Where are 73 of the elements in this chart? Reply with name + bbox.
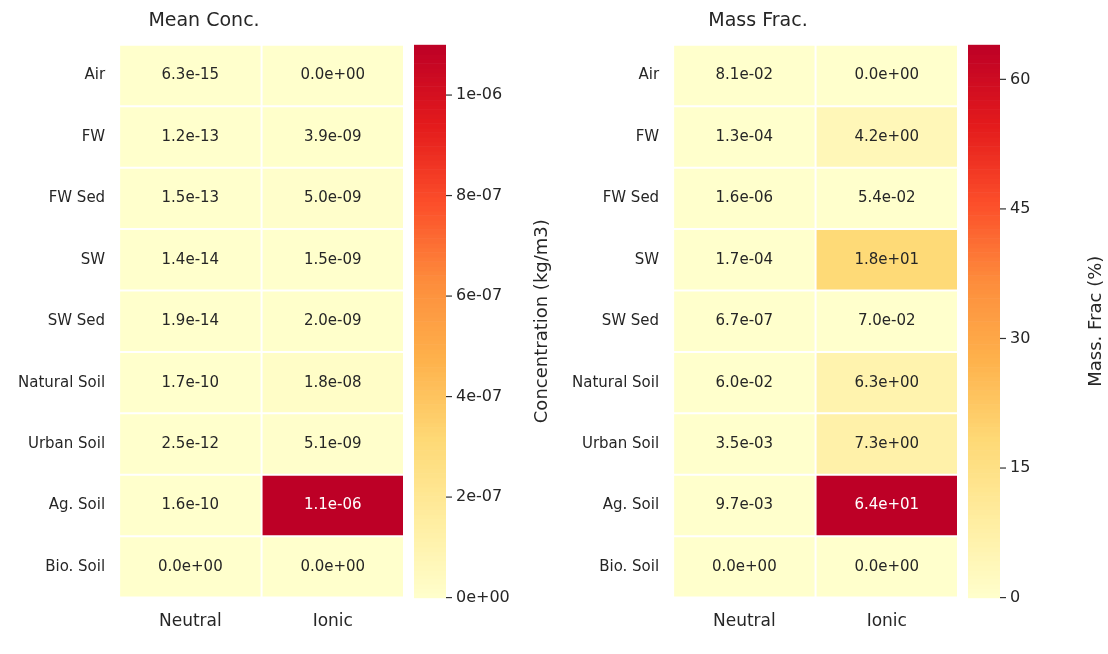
y-tick-label: Bio. Soil (45, 556, 106, 575)
data-label: 1.1e-06 (303, 495, 362, 514)
data-label: 7.0e-02 (857, 311, 916, 330)
y-tick-label: FW Sed (602, 188, 660, 207)
data-label: 0.0e+00 (711, 556, 777, 575)
x-tick-label: Neutral (158, 610, 222, 631)
data-label: 9.7e-03 (715, 495, 774, 514)
data-label: 7.3e+00 (854, 433, 920, 452)
x-tick-label: Ionic (312, 610, 353, 631)
y-tick-label: SW Sed (601, 311, 660, 330)
data-label: 8.1e-02 (715, 65, 774, 84)
y-tick-label: Natural Soil (17, 372, 106, 391)
color-bar-label: 1e-06 (456, 84, 503, 104)
y-tick-label: SW (634, 249, 660, 268)
y-tick-label: Ag. Soil (48, 495, 106, 514)
data-label: 6.4e+01 (854, 495, 920, 514)
data-label: 1.4e-14 (161, 249, 220, 268)
color-bar-label: 45 (1010, 198, 1031, 218)
data-label: 5.1e-09 (303, 433, 362, 452)
y-tick-label: Ag. Soil (602, 495, 660, 514)
data-label: 1.6e-06 (715, 188, 774, 207)
data-label: 0.0e+00 (300, 556, 366, 575)
y-tick-label: Urban Soil (581, 433, 660, 452)
data-label: 3.9e-09 (303, 126, 362, 145)
data-label: 1.7e-04 (715, 249, 774, 268)
data-label: 6.3e+00 (854, 372, 920, 391)
color-bar-label: 2e-07 (456, 486, 503, 506)
y-tick-label: Natural Soil (571, 372, 660, 391)
y-tick-label: Bio. Soil (599, 556, 660, 575)
data-label: 1.8e+01 (854, 249, 920, 268)
x-tick-label: Neutral (712, 610, 776, 631)
y-tick-label: Air (638, 65, 660, 84)
color-bar-label: 4e-07 (456, 385, 503, 405)
color-bar-label: 30 (1010, 327, 1031, 347)
data-label: 1.2e-13 (161, 126, 220, 145)
data-label: 1.9e-14 (161, 311, 220, 330)
data-label: 0.0e+00 (300, 65, 366, 84)
color-bar-title: Concentration (kg/m3) (529, 219, 551, 424)
color-bar-label: 8e-07 (456, 184, 503, 204)
data-label: 5.4e-02 (857, 188, 916, 207)
y-tick-label: FW Sed (48, 188, 106, 207)
y-tick-label: FW (635, 126, 660, 145)
y-tick-label: Urban Soil (27, 433, 106, 452)
color-bar-label: 0e+00 (456, 586, 510, 606)
y-tick-label: FW (81, 126, 106, 145)
color-bar-label: 60 (1010, 68, 1031, 88)
chart-title: Mass Frac. (708, 8, 808, 31)
color-bar-label: 0 (1010, 586, 1021, 606)
color-bar-label: 15 (1010, 457, 1031, 477)
data-label: 0.0e+00 (854, 556, 920, 575)
data-label: 1.7e-10 (161, 372, 220, 391)
data-label: 1.6e-10 (161, 495, 220, 514)
y-tick-label: SW (80, 249, 106, 268)
y-tick-label: Air (84, 65, 106, 84)
data-label: 1.8e-08 (303, 372, 362, 391)
data-label: 2.0e-09 (303, 311, 362, 330)
data-label: 4.2e+00 (854, 126, 920, 145)
color-bar-label: 6e-07 (456, 285, 503, 305)
data-label: 1.5e-09 (303, 249, 362, 268)
data-label: 6.7e-07 (715, 311, 774, 330)
x-tick-label: Ionic (866, 610, 907, 631)
color-bar-title: Mass. Frac (%) (1083, 255, 1105, 387)
data-label: 0.0e+00 (157, 556, 223, 575)
y-tick-label: SW Sed (47, 311, 106, 330)
data-label: 3.5e-03 (715, 433, 774, 452)
data-label: 6.3e-15 (161, 65, 220, 84)
chart-title: Mean Conc. (148, 8, 260, 31)
data-label: 6.0e-02 (715, 372, 774, 391)
data-label: 0.0e+00 (854, 65, 920, 84)
data-label: 1.3e-04 (715, 126, 774, 145)
data-label: 5.0e-09 (303, 188, 362, 207)
data-label: 2.5e-12 (161, 433, 220, 452)
data-label: 1.5e-13 (161, 188, 220, 207)
